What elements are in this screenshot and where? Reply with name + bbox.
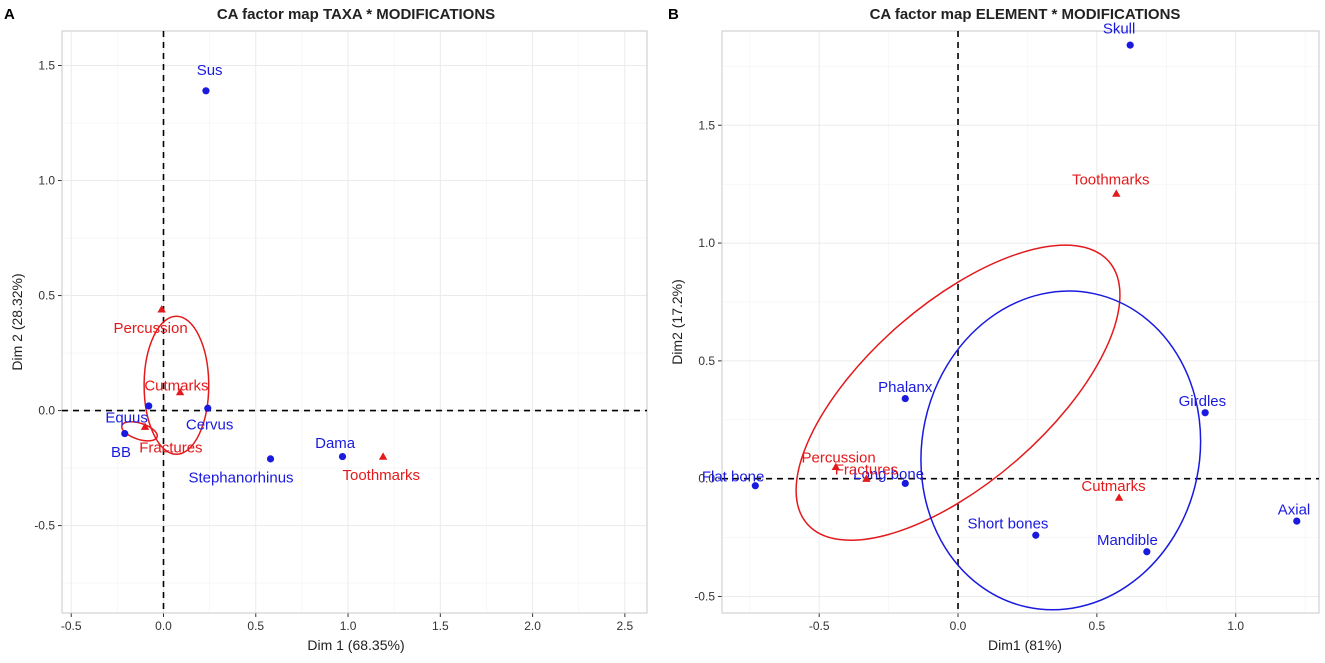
panel-a-label-cervus: Cervus bbox=[186, 416, 234, 433]
panel-a-xtick-label: 2.0 bbox=[524, 619, 541, 633]
panel-b-label-skull: Skull bbox=[1103, 21, 1136, 38]
panel-b-point-short-bones bbox=[1032, 531, 1040, 539]
panel-b-confidence-ellipse bbox=[795, 244, 1121, 541]
panel-b-letter: B bbox=[668, 6, 679, 23]
panel-b-ytick-label: 0.5 bbox=[698, 354, 715, 368]
panel-b-label-mandible: Mandible bbox=[1097, 532, 1158, 549]
panel-a-border bbox=[61, 30, 648, 614]
panel-a-ylabel: Dim 2 (28.32%) bbox=[9, 273, 25, 370]
panel-a-point-stephanorhinus bbox=[266, 455, 275, 463]
panel-b-label-girdles: Girdles bbox=[1179, 393, 1227, 410]
panel-b-label-fractures: Fractures bbox=[835, 461, 898, 478]
panel-a-ytick-label: 1.5 bbox=[38, 59, 55, 73]
panel-a-confidence-ellipse bbox=[143, 315, 210, 456]
panel-a-point-dama bbox=[338, 452, 347, 461]
panel-b-label-percussion: Percussion bbox=[802, 449, 876, 466]
panel-b-ytick-label: 1.5 bbox=[698, 118, 715, 132]
panel-a-ytick-label: 0.0 bbox=[38, 404, 55, 418]
panel-b-xtick-label: -0.5 bbox=[809, 619, 830, 633]
panel-b-point-girdles bbox=[1201, 409, 1209, 417]
panel-a-point-toothmarks bbox=[378, 452, 388, 460]
panel-a-point-fractures bbox=[140, 422, 150, 430]
panel-b-point-cutmarks bbox=[1114, 493, 1124, 501]
panel-b-confidence-ellipse bbox=[920, 290, 1202, 611]
panel-a-point-percussion bbox=[157, 305, 166, 313]
panel-a-xtick-label: -0.5 bbox=[61, 619, 82, 633]
panel-a-xtick-label: 0.0 bbox=[155, 619, 172, 633]
panel-b-xtick-label: 0.0 bbox=[950, 619, 967, 633]
panel-a-xtick-label: 1.0 bbox=[340, 619, 357, 633]
panel-b-point-mandible bbox=[1143, 548, 1151, 556]
panel-a-plot: -0.5 0.0 0.5 1.0 1.5 2.0 2.5 -0.5 0.0 0.5 1.0 1.5 Su… bbox=[34, 30, 648, 633]
panel-b-xtick-label: 0.5 bbox=[1089, 619, 1106, 633]
panel-a-xtick-label: 2.5 bbox=[617, 619, 634, 633]
panel-a-label-sus: Sus bbox=[197, 62, 223, 79]
panel-a-background bbox=[62, 31, 647, 613]
panel-a-xlabel: Dim 1 (68.35%) bbox=[307, 637, 404, 653]
panel-a-ytick-label: 0.5 bbox=[38, 289, 55, 303]
panel-b-point-skull bbox=[1126, 41, 1134, 49]
panel-b-label-toothmarks: Toothmarks bbox=[1072, 171, 1150, 188]
panel-b-label-short-bones: Short bones bbox=[968, 515, 1049, 532]
panel-b-ytick-label: 0.0 bbox=[698, 472, 715, 486]
panel-b-ytick-label: -0.5 bbox=[694, 590, 715, 604]
panel-a-label-cutmarks: Cutmarks bbox=[144, 377, 208, 394]
panel-b-background bbox=[722, 31, 1319, 613]
panel-a-label-dama: Dama bbox=[315, 435, 356, 452]
panel-a-point-cervus bbox=[204, 404, 212, 412]
panel-b-ylabel: Dim2 (17.2%) bbox=[669, 279, 685, 365]
panel-b-point-axial bbox=[1293, 517, 1301, 525]
panel-a-label-stephanorhinus: Stephanorhinus bbox=[188, 469, 293, 486]
panel-a-title: CA factor map TAXA * MODIFICATIONS bbox=[217, 6, 495, 23]
panel-b-border bbox=[721, 30, 1320, 614]
panel-b-title: CA factor map ELEMENT * MODIFICATIONS bbox=[870, 6, 1181, 23]
panel-a-point-sus bbox=[202, 87, 210, 95]
panel-b-point-flat-bone bbox=[751, 482, 759, 490]
panel-b-xlabel: Dim1 (81%) bbox=[988, 637, 1062, 653]
panel-b-xtick-label: 1.0 bbox=[1227, 619, 1244, 633]
panel-a-xtick-label: 0.5 bbox=[247, 619, 264, 633]
panel-b-point-percussion bbox=[831, 462, 841, 471]
panel-a-xtick-label: 1.5 bbox=[432, 619, 449, 633]
panel-a-confidence-ellipse bbox=[121, 420, 158, 442]
panel-a-label-fractures: Fractures bbox=[139, 439, 202, 456]
panel-b-point-fractures bbox=[862, 474, 871, 482]
panel-a-point-bb bbox=[121, 429, 129, 438]
panel-a-point-cutmarks bbox=[175, 387, 185, 396]
panel-a-ytick-label: 1.0 bbox=[38, 174, 55, 188]
panel-a-ytick-label: -0.5 bbox=[34, 519, 55, 533]
panel-a-letter: A bbox=[4, 6, 15, 23]
panel-a-label-percussion: Percussion bbox=[113, 320, 187, 337]
panel-b-plot: -0.5 0.0 0.5 1.0 -0.5 0.0 0.5 1.0 1.5 Skull Phalan… bbox=[694, 21, 1320, 633]
panel-a-label-bb: BB bbox=[111, 444, 131, 461]
panel-b-label-axial: Axial bbox=[1278, 501, 1311, 518]
panel-b-ytick-label: 1.0 bbox=[698, 236, 715, 250]
panel-b-label-cutmarks: Cutmarks bbox=[1081, 478, 1145, 495]
panel-a-point-equus bbox=[145, 402, 153, 410]
panel-b-label-phalanx: Phalanx bbox=[878, 379, 933, 396]
panel-a-label-toothmarks: Toothmarks bbox=[342, 467, 420, 484]
panel-a-label-equus: Equus bbox=[105, 409, 148, 426]
panel-b-label-long-bone: Long bone bbox=[853, 466, 924, 483]
panel-b-point-toothmarks bbox=[1112, 189, 1121, 197]
panel-b-label-flat-bone: Flat bone bbox=[702, 468, 765, 485]
panel-b-point-long-bone bbox=[901, 479, 909, 488]
panel-b-point-phalanx bbox=[901, 394, 909, 403]
